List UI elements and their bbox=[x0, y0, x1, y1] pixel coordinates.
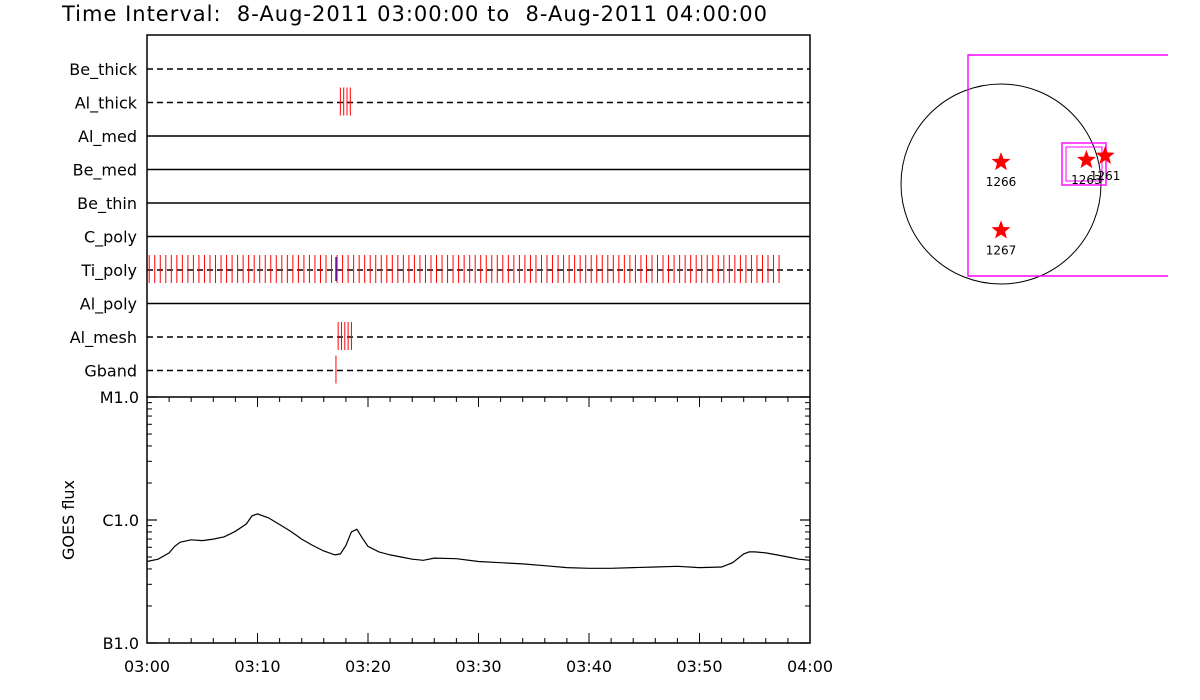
filter-timeline-panel: Be_thick Al_thick Al_med Be_med Be_thin C_pol… bbox=[69, 34, 811, 397]
goes-flux-panel: M1.0 C1.0 B1.0 03:00 03:10 03:20 03:30 03:40 03:… bbox=[59, 388, 833, 676]
x-tick-label-03:30: 03:30 bbox=[455, 657, 501, 676]
x-tick-label-03:40: 03:40 bbox=[566, 657, 612, 676]
solar-limb bbox=[900, 83, 1102, 285]
fov-box-small bbox=[1061, 142, 1107, 186]
goes-frame bbox=[146, 396, 811, 644]
y-axis-label: GOES flux bbox=[59, 480, 78, 560]
region-star-1266 bbox=[991, 152, 1011, 171]
region-star-1261 bbox=[1095, 145, 1115, 164]
row-label-Ti_poly: Ti_poly bbox=[80, 261, 137, 281]
x-tick-label-03:00: 03:00 bbox=[124, 657, 170, 676]
fov-box-large bbox=[967, 54, 1168, 277]
timeline-frame bbox=[146, 34, 811, 397]
chart-title: Time Interval: 8-Aug-2011 03:00:00 to 8-… bbox=[62, 2, 769, 26]
region-label-1267: 1267 bbox=[986, 243, 1017, 257]
goes-flux-line bbox=[146, 513, 811, 569]
row-label-Al_med: Al_med bbox=[78, 127, 137, 147]
x-tick-label-03:20: 03:20 bbox=[345, 657, 391, 676]
row-label-Al_poly: Al_poly bbox=[80, 295, 137, 315]
region-label-1261: 1261 bbox=[1090, 169, 1121, 183]
row-label-Be_med: Be_med bbox=[73, 161, 137, 181]
y-tick-label-B1.0: B1.0 bbox=[103, 634, 139, 653]
x-tick-label-03:10: 03:10 bbox=[234, 657, 280, 676]
row-label-C_poly: C_poly bbox=[84, 228, 137, 248]
row-label-Be_thin: Be_thin bbox=[77, 194, 137, 214]
region-label-1263: 1263 bbox=[1071, 173, 1102, 187]
row-label-Gband: Gband bbox=[84, 362, 137, 381]
region-label-1266: 1266 bbox=[986, 175, 1017, 189]
row-label-Be_thick: Be_thick bbox=[69, 60, 137, 80]
row-label-Al_mesh: Al_mesh bbox=[70, 328, 137, 348]
y-tick-label-C1.0: C1.0 bbox=[102, 511, 139, 530]
row-label-Al_thick: Al_thick bbox=[75, 94, 138, 114]
x-tick-label-03:50: 03:50 bbox=[676, 657, 722, 676]
x-tick-label-04:00: 04:00 bbox=[787, 657, 833, 676]
region-star-1263 bbox=[1076, 150, 1096, 169]
region-star-1267 bbox=[991, 220, 1011, 239]
fov-box-inner bbox=[1065, 146, 1103, 182]
y-tick-label-M1.0: M1.0 bbox=[100, 388, 139, 407]
